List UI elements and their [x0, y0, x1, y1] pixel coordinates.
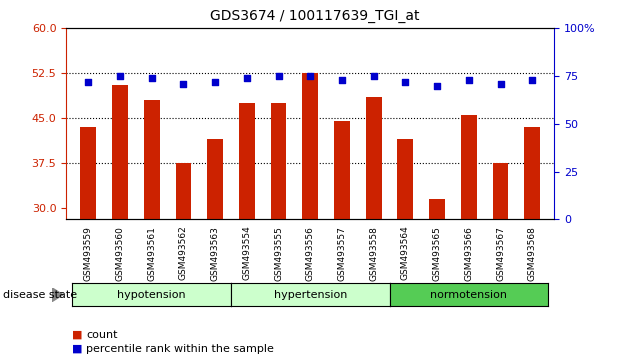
Bar — [271, 103, 287, 219]
Polygon shape — [52, 287, 63, 302]
Point — [400, 79, 410, 85]
Bar — [112, 85, 128, 219]
Bar — [524, 127, 540, 219]
Bar — [334, 121, 350, 219]
Point — [115, 73, 125, 79]
Text: ■: ■ — [72, 344, 83, 354]
Text: hypertension: hypertension — [273, 290, 347, 300]
Text: normotension: normotension — [430, 290, 507, 300]
Bar — [366, 97, 382, 219]
Text: disease state: disease state — [3, 290, 77, 300]
Bar — [302, 73, 318, 219]
Bar — [176, 163, 192, 219]
Point — [242, 75, 252, 81]
Point — [464, 77, 474, 83]
Point — [273, 73, 284, 79]
Bar — [461, 115, 477, 219]
Text: hypotension: hypotension — [117, 290, 186, 300]
Point — [210, 79, 220, 85]
Point — [495, 81, 505, 87]
Point — [369, 73, 379, 79]
Bar — [144, 100, 159, 219]
Point — [305, 73, 315, 79]
Bar — [239, 103, 255, 219]
Text: count: count — [86, 330, 118, 339]
Point — [178, 81, 188, 87]
Text: percentile rank within the sample: percentile rank within the sample — [86, 344, 274, 354]
Point — [527, 77, 537, 83]
Point — [147, 75, 157, 81]
Text: GDS3674 / 100117639_TGI_at: GDS3674 / 100117639_TGI_at — [210, 9, 420, 23]
Point — [432, 83, 442, 88]
Bar — [81, 127, 96, 219]
Point — [83, 79, 93, 85]
Bar — [493, 163, 508, 219]
Point — [337, 77, 347, 83]
Text: ■: ■ — [72, 330, 83, 339]
Bar — [207, 139, 223, 219]
Bar — [398, 139, 413, 219]
Bar — [429, 199, 445, 219]
